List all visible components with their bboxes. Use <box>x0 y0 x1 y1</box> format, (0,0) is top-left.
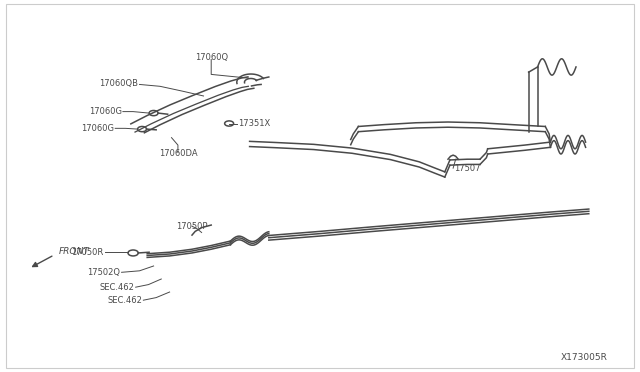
Text: 17060Q: 17060Q <box>195 53 228 62</box>
Text: 17050P: 17050P <box>176 222 208 231</box>
Text: 17060DA: 17060DA <box>159 149 197 158</box>
Text: SEC.462: SEC.462 <box>100 283 134 292</box>
Text: 17050R: 17050R <box>72 248 104 257</box>
Text: 17060QB: 17060QB <box>99 79 138 88</box>
Text: 17060G: 17060G <box>88 107 122 116</box>
Text: 17507: 17507 <box>454 164 481 173</box>
Text: 17502Q: 17502Q <box>87 268 120 277</box>
Text: SEC.462: SEC.462 <box>108 296 142 305</box>
Text: FRONT: FRONT <box>59 247 90 256</box>
Text: X173005R: X173005R <box>561 353 608 362</box>
Text: 17351X: 17351X <box>238 119 270 128</box>
Text: 17060G: 17060G <box>81 124 114 133</box>
